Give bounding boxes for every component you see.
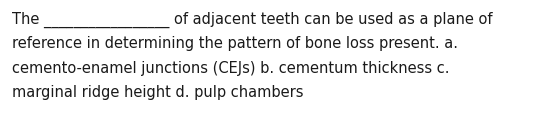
Text: marginal ridge height d. pulp chambers: marginal ridge height d. pulp chambers	[12, 86, 304, 101]
Text: cemento-enamel junctions (CEJs) b. cementum thickness c.: cemento-enamel junctions (CEJs) b. cemen…	[12, 61, 450, 76]
Text: The _________________ of adjacent teeth can be used as a plane of: The _________________ of adjacent teeth …	[12, 12, 493, 28]
Text: reference in determining the pattern of bone loss present. a.: reference in determining the pattern of …	[12, 37, 458, 52]
